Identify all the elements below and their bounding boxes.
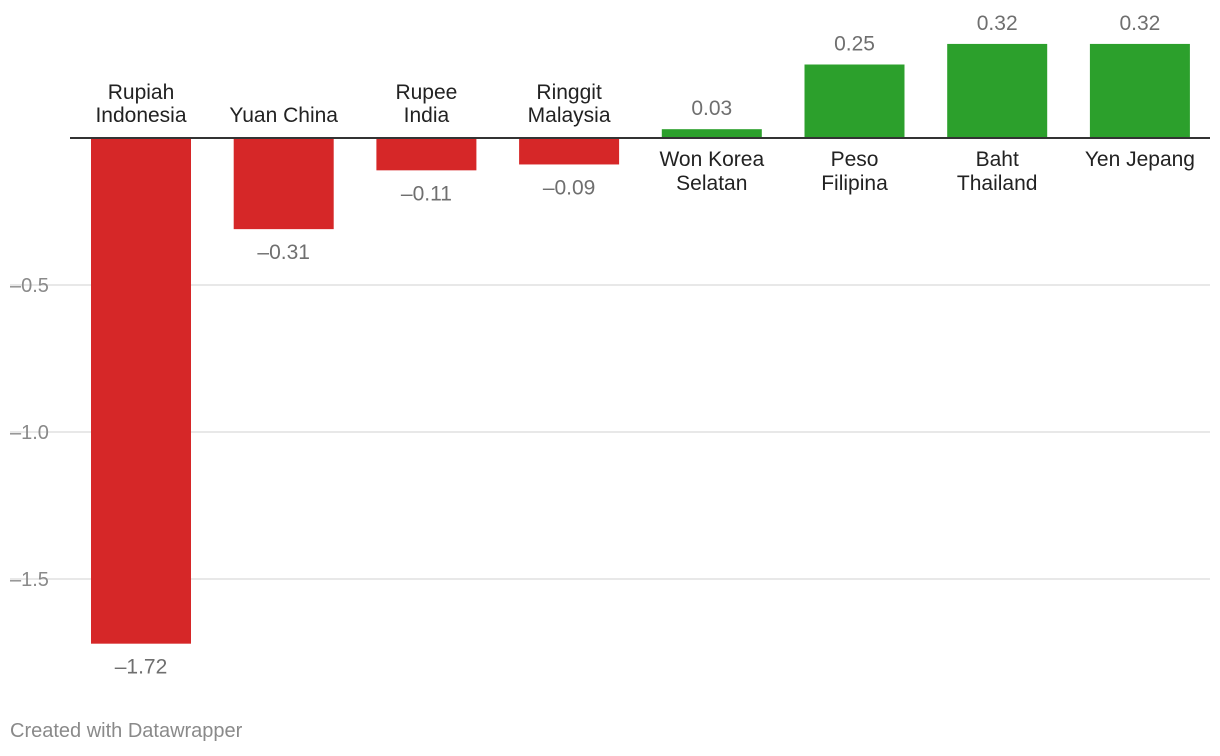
category-label: Thailand — [957, 172, 1038, 195]
data-label: –0.31 — [257, 241, 310, 264]
y-tick-label: –1.5 — [10, 569, 49, 591]
category-label: Indonesia — [95, 104, 186, 127]
data-label: –0.09 — [543, 176, 596, 199]
category-label: India — [404, 104, 450, 127]
credit-text: Created with Datawrapper — [10, 720, 243, 742]
bar — [947, 43, 1048, 138]
data-label: –0.11 — [401, 182, 452, 205]
category-label: Rupiah — [108, 81, 175, 104]
category-label: Rupee — [395, 81, 457, 104]
category-label: Filipina — [821, 172, 888, 195]
bar — [661, 129, 762, 138]
y-tick-label: –0.5 — [10, 275, 49, 297]
bar — [233, 138, 334, 230]
category-label: Won Korea — [659, 148, 764, 171]
bar — [376, 138, 477, 171]
y-tick-label: –1.0 — [10, 422, 49, 444]
data-label: 0.32 — [1119, 12, 1160, 35]
bar — [804, 64, 905, 138]
category-label: Yen Jepang — [1085, 148, 1195, 171]
category-label: Selatan — [676, 172, 747, 195]
category-label: Ringgit — [536, 81, 602, 104]
bar — [91, 138, 191, 644]
category-label: Baht — [976, 148, 1019, 171]
data-label: 0.25 — [834, 33, 875, 56]
bar — [1089, 43, 1190, 138]
data-label: 0.32 — [977, 12, 1018, 35]
category-label: Malaysia — [528, 104, 611, 127]
data-label: –1.72 — [115, 656, 168, 679]
data-label: 0.03 — [691, 97, 732, 120]
category-label: Yuan China — [229, 104, 338, 127]
category-label: Peso — [831, 148, 879, 171]
bar — [519, 138, 620, 165]
